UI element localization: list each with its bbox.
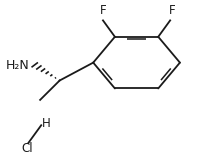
Text: H: H [42,117,51,130]
Text: H₂N: H₂N [6,59,29,72]
Text: F: F [169,4,176,17]
Text: Cl: Cl [21,142,33,155]
Text: F: F [100,4,106,17]
